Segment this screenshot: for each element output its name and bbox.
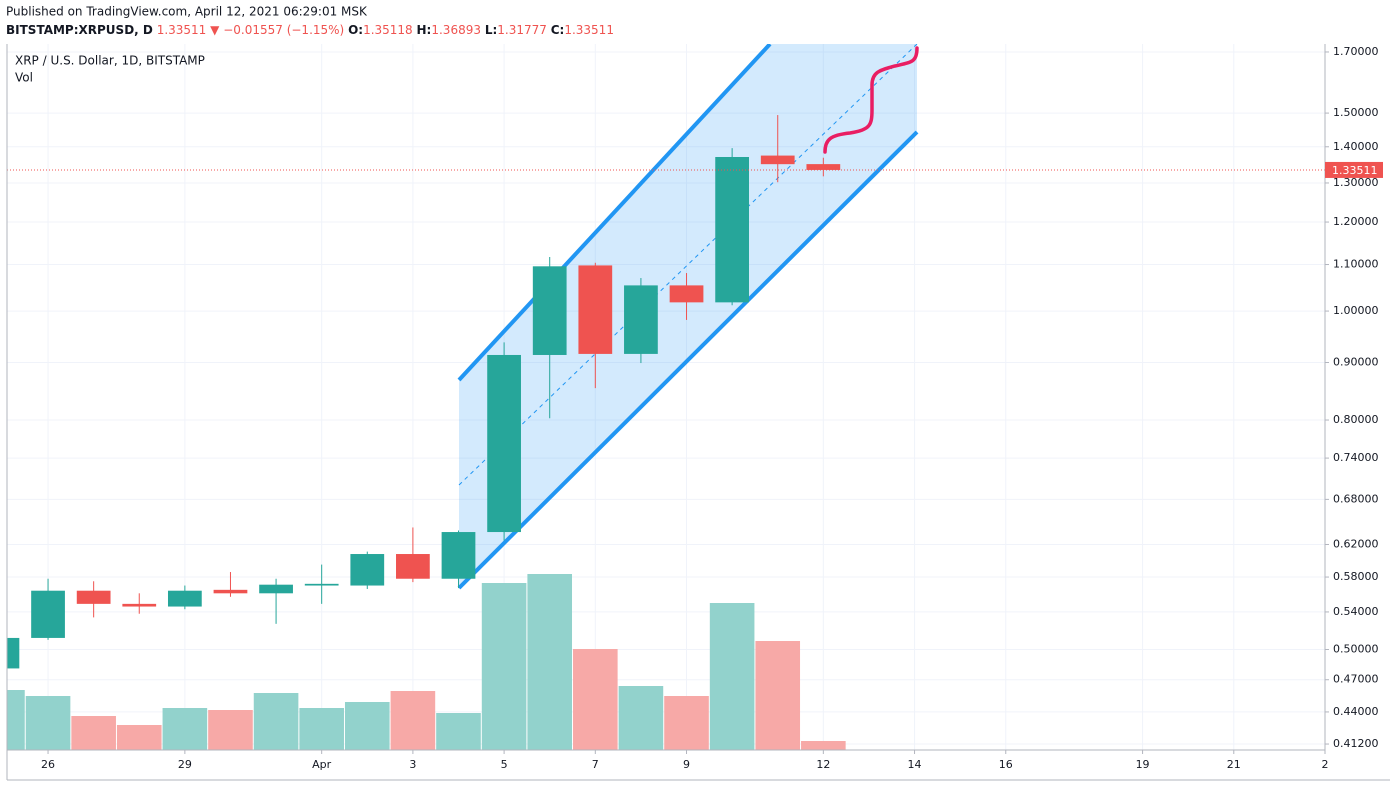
x-tick-label: 14: [908, 758, 922, 771]
y-tick-label: 0.50000: [1333, 643, 1379, 656]
y-tick-label: 0.68000: [1333, 492, 1379, 505]
candle-body: [578, 265, 613, 354]
published: Published on TradingView.com, April 12, …: [6, 5, 368, 19]
x-tick-label: 2: [1322, 758, 1329, 771]
volume-pane: [7, 574, 846, 750]
volume-bar: [664, 696, 709, 750]
l-label: L:: [485, 23, 497, 37]
y-tick-label: 1.00000: [1333, 304, 1379, 317]
x-tick-label: 9: [683, 758, 690, 771]
x-tick-label: 21: [1227, 758, 1241, 771]
y-tick-label: 0.62000: [1333, 537, 1379, 550]
o: 1.35118: [363, 23, 413, 37]
y-tick-label: 0.47000: [1333, 673, 1379, 686]
candle-body: [76, 590, 111, 604]
channel-mid: [458, 44, 918, 486]
l: 1.31777: [497, 23, 547, 37]
volume-bar: [71, 716, 116, 750]
x-tick-label: 16: [999, 758, 1013, 771]
x-tick-label: 19: [1136, 758, 1150, 771]
candle-body: [167, 590, 202, 607]
candle-body: [304, 583, 339, 586]
y-tick-label: 1.20000: [1333, 215, 1379, 228]
last: 1.33511: [157, 23, 207, 37]
symbol: BITSTAMP:XRPUSD, D: [6, 23, 153, 37]
y-tick-label: 0.74000: [1333, 451, 1379, 464]
c: 1.33511: [564, 23, 614, 37]
last-price-label: 1.33511: [1332, 164, 1378, 177]
volume-bar: [801, 741, 846, 750]
x-tick-label: 7: [592, 758, 599, 771]
projection-path: [823, 46, 919, 154]
x-tick-label: 5: [501, 758, 508, 771]
candle-body: [259, 584, 293, 594]
y-tick-label: 1.10000: [1333, 258, 1379, 271]
last-price-box: [1325, 161, 1383, 178]
volume-bar: [7, 690, 25, 750]
arrow: ▼: [210, 23, 220, 37]
header: Published on TradingView.com, April 12, …: [6, 5, 614, 85]
volume-bar: [436, 713, 481, 750]
volume-bar: [709, 603, 755, 750]
channel-fill: [459, 44, 917, 588]
o-label: O:: [348, 23, 363, 37]
x-tick-label: Apr: [312, 758, 332, 771]
candle-body: [7, 637, 20, 669]
y-tick-label: 1.70000: [1333, 45, 1379, 58]
legend-symbol: XRP / U.S. Dollar, 1D, BITSTAMP: [15, 54, 205, 68]
y-tick-label: 0.44000: [1333, 705, 1379, 718]
y-tick-label: 0.90000: [1333, 356, 1379, 369]
c-label: C:: [551, 23, 565, 37]
candle-body: [532, 266, 567, 355]
candle-body: [669, 285, 704, 303]
candle-body: [441, 532, 476, 579]
candle-body: [715, 156, 750, 303]
candle-body: [806, 164, 841, 170]
candle-body: [487, 354, 521, 533]
volume-bar: [253, 693, 299, 750]
volume-bar: [573, 649, 618, 750]
volume-bar: [481, 583, 527, 750]
volume-bar: [527, 574, 573, 750]
candle-body: [31, 590, 65, 638]
axes: 1.70000 1.50000 1.40000 1.30000 1.20000 1.100…: [41, 45, 1383, 771]
candle-body: [760, 155, 795, 165]
volume-bar: [390, 691, 436, 750]
y-tick-label: 0.58000: [1333, 570, 1379, 583]
volume-bar: [25, 696, 71, 750]
volume-bar: [755, 641, 801, 750]
volume-bar: [208, 710, 253, 750]
candles: [7, 115, 1325, 669]
volume-bar: [116, 725, 162, 750]
volume-bar: [299, 708, 344, 750]
y-tick-label: 1.30000: [1333, 176, 1379, 189]
h-label: H:: [417, 23, 432, 37]
candle-body: [213, 589, 248, 594]
volume-bar: [618, 686, 664, 750]
volume-bar: [162, 708, 208, 750]
volume-bar: [344, 702, 390, 750]
legend-vol: Vol: [15, 71, 33, 85]
candle-body: [122, 603, 157, 607]
channel-lower: [457, 130, 919, 590]
channel-drawing: [457, 44, 919, 590]
y-tick-label: 0.80000: [1333, 413, 1379, 426]
x-tick-label: 26: [41, 758, 55, 771]
change: −0.01557 (−1.15%): [223, 23, 344, 37]
candle-body: [396, 554, 430, 579]
channel-upper: [457, 44, 772, 382]
x-tick-label: 3: [409, 758, 416, 771]
y-tick-label: 1.40000: [1333, 140, 1379, 153]
y-tick-label: 0.54000: [1333, 605, 1379, 618]
y-tick-label: 0.41200: [1333, 737, 1379, 750]
candle-body: [350, 554, 385, 586]
x-tick-label: 12: [816, 758, 830, 771]
symbol-line: BITSTAMP:XRPUSD, D 1.33511 ▼ −0.01557 (−…: [6, 23, 614, 37]
x-tick-label: 29: [178, 758, 192, 771]
candle-body: [624, 285, 658, 354]
h: 1.36893: [431, 23, 481, 37]
y-tick-label: 1.50000: [1333, 106, 1379, 119]
